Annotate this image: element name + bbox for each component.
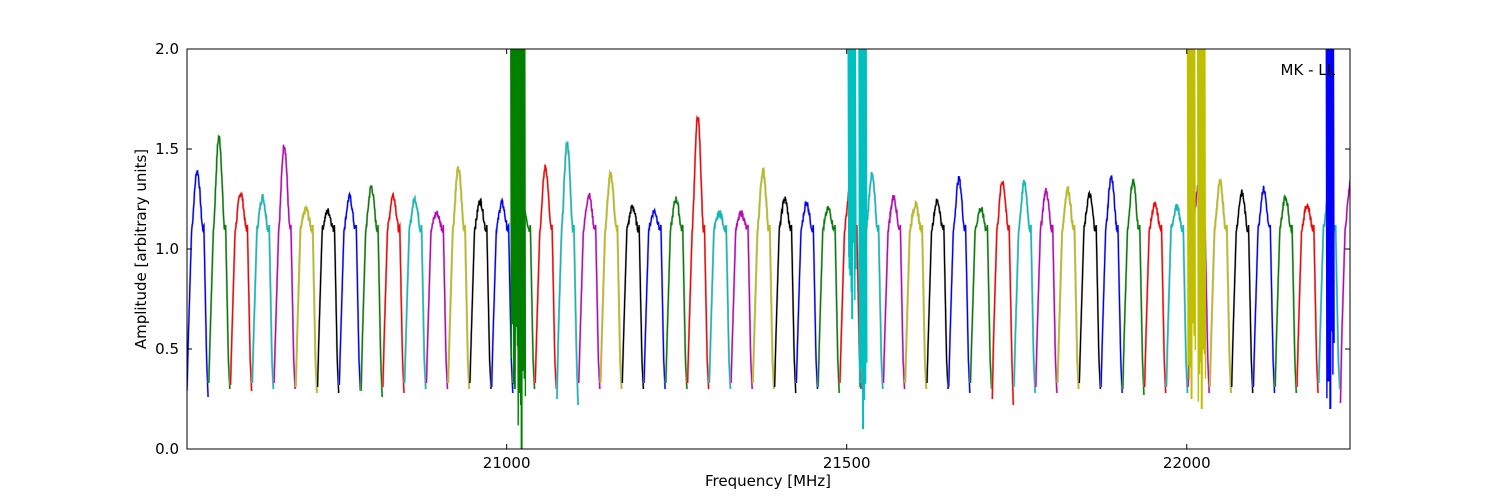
band-trace bbox=[969, 206, 993, 390]
band-trace bbox=[1252, 185, 1276, 394]
band-trace bbox=[904, 200, 927, 390]
band-trace bbox=[403, 195, 427, 390]
band-trace bbox=[1231, 189, 1254, 394]
band-trace bbox=[534, 164, 557, 390]
rfi-spike bbox=[510, 49, 520, 385]
band-trace bbox=[686, 115, 710, 390]
band-trace bbox=[208, 134, 231, 390]
band-trace bbox=[1165, 204, 1189, 394]
band-trace bbox=[795, 201, 819, 390]
band-trace bbox=[316, 208, 340, 394]
band-trace bbox=[882, 194, 906, 390]
rfi-spike bbox=[847, 49, 857, 301]
band-trace bbox=[295, 205, 318, 394]
band-trace bbox=[1078, 190, 1102, 390]
band-trace bbox=[991, 180, 1014, 406]
band-trace bbox=[1056, 186, 1080, 390]
rfi-spike bbox=[516, 49, 527, 426]
band-trace bbox=[1209, 178, 1232, 394]
band-trace bbox=[360, 185, 383, 398]
band-trace bbox=[599, 170, 623, 390]
band-trace bbox=[621, 204, 645, 390]
rfi-spike bbox=[858, 49, 868, 401]
series-layer bbox=[187, 49, 1350, 449]
y-tick-label: 1.0 bbox=[155, 240, 179, 258]
rfi-spike bbox=[1186, 49, 1196, 380]
band-trace bbox=[1339, 180, 1350, 404]
y-tick-label: 2.0 bbox=[155, 40, 179, 58]
band-trace bbox=[447, 166, 470, 390]
x-tick-label: 22000 bbox=[1163, 454, 1211, 472]
band-trace bbox=[382, 191, 405, 394]
rfi-spike bbox=[1325, 49, 1335, 408]
band-trace bbox=[469, 197, 492, 390]
band-trace bbox=[948, 175, 971, 394]
x-axis-label: Frequency [MHz] bbox=[705, 472, 831, 490]
band-trace bbox=[578, 192, 601, 390]
y-tick-label: 0.5 bbox=[155, 340, 179, 358]
band-trace bbox=[708, 210, 732, 390]
band-trace bbox=[251, 193, 275, 390]
y-tick-label: 0.0 bbox=[155, 440, 179, 458]
band-trace bbox=[491, 197, 514, 394]
y-tick-label: 1.5 bbox=[155, 140, 179, 158]
band-trace bbox=[338, 191, 362, 392]
band-trace bbox=[773, 196, 797, 394]
band-trace bbox=[1122, 178, 1145, 396]
band-trace bbox=[643, 207, 666, 390]
band-trace bbox=[730, 210, 753, 390]
band-trace bbox=[1296, 203, 1319, 394]
band-trace bbox=[273, 144, 296, 390]
band-trace bbox=[229, 192, 253, 392]
band-trace bbox=[1035, 187, 1058, 394]
band-trace bbox=[817, 205, 840, 394]
band-trace bbox=[187, 170, 209, 398]
rfi-spike bbox=[1197, 49, 1207, 402]
baseline-annotation: MK - LL bbox=[1281, 61, 1336, 79]
band-trace bbox=[665, 196, 688, 390]
tick-layer: 21000 21500 22000 0.0 0.5 1.0 1.5 2.0 bbox=[155, 40, 1350, 472]
band-trace bbox=[1143, 201, 1167, 394]
x-tick-label: 21500 bbox=[823, 454, 871, 472]
band-trace bbox=[752, 167, 775, 390]
band-trace bbox=[1100, 175, 1123, 394]
x-tick-label: 21000 bbox=[483, 454, 531, 472]
band-trace bbox=[556, 141, 579, 406]
y-axis-label: Amplitude [arbitrary units] bbox=[132, 149, 150, 349]
band-trace bbox=[1274, 194, 1297, 394]
band-trace bbox=[1013, 179, 1036, 394]
band-trace bbox=[425, 210, 449, 390]
band-trace bbox=[926, 198, 949, 390]
